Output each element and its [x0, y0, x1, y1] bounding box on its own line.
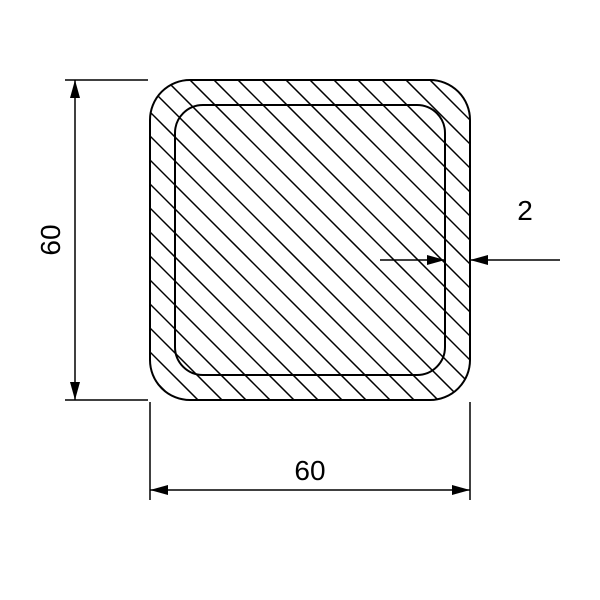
section-hatching — [130, 0, 490, 600]
dimension-height-label: 60 — [35, 224, 66, 255]
dimension-width-label: 60 — [294, 455, 325, 486]
cross-section-drawing: 60 60 2 — [0, 0, 600, 600]
dimension-height: 60 — [35, 80, 148, 400]
inner-profile — [175, 105, 445, 375]
dimension-width: 60 — [150, 402, 470, 500]
dimension-thickness-label: 2 — [517, 195, 533, 226]
